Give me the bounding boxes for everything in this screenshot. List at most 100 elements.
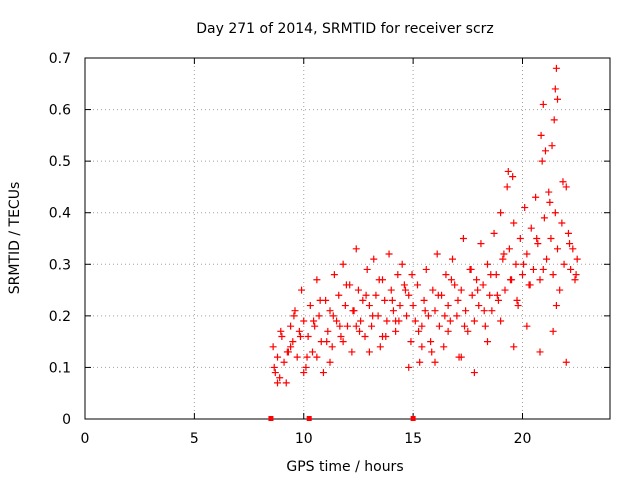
data-point (536, 276, 544, 284)
axis-marker (410, 416, 416, 421)
data-point (514, 302, 522, 310)
data-point (354, 286, 362, 294)
data-point (418, 322, 426, 330)
data-point (400, 281, 408, 289)
x-tick-labels: 0 5 10 15 20 (81, 431, 532, 447)
data-point (407, 338, 415, 346)
data-point (536, 348, 544, 356)
data-point (385, 250, 393, 258)
data-point (562, 183, 570, 191)
x-tick-label: 0 (81, 431, 90, 447)
data-point (537, 131, 545, 139)
data-point (306, 302, 314, 310)
data-point (527, 224, 535, 232)
data-point (468, 291, 476, 299)
data-point (435, 322, 443, 330)
data-point (316, 296, 324, 304)
data-point (493, 291, 501, 299)
data-point (363, 265, 371, 273)
data-point (512, 260, 520, 268)
data-point (411, 317, 419, 325)
data-point (328, 343, 336, 351)
data-point (477, 240, 485, 248)
data-point (509, 173, 517, 181)
data-point (427, 338, 435, 346)
data-point (394, 271, 402, 279)
data-point (475, 302, 483, 310)
data-point (521, 204, 529, 212)
data-point (546, 198, 554, 206)
y-tick-label: 0 (62, 412, 71, 428)
data-point (540, 214, 548, 222)
data-point (461, 322, 469, 330)
data-point (333, 317, 341, 325)
data-point (396, 302, 404, 310)
x-axis-markers (268, 416, 416, 421)
data-point (293, 353, 301, 361)
data-point (287, 343, 295, 351)
data-point (543, 255, 551, 263)
data-point (337, 332, 345, 340)
data-point (449, 255, 456, 263)
data-point (444, 302, 452, 310)
data-point (372, 291, 380, 299)
data-point (552, 302, 560, 310)
data-point (556, 286, 564, 294)
data-point (440, 343, 448, 351)
data-point (362, 291, 370, 299)
data-point (566, 240, 574, 248)
data-point (523, 322, 531, 330)
data-point (405, 291, 413, 299)
data-point (376, 343, 384, 351)
data-point (554, 95, 561, 103)
data-point (545, 188, 553, 196)
data-point (300, 369, 308, 377)
data-point (313, 353, 321, 361)
data-point (497, 209, 505, 217)
data-point (560, 260, 568, 268)
data-point (494, 296, 502, 304)
data-point (274, 353, 281, 361)
y-tick-label: 0.7 (49, 51, 71, 67)
y-tick-label: 0.2 (49, 309, 71, 325)
y-axis-label: SRMTID / TECUs (7, 182, 23, 295)
y-tick-labels: 0 0.1 0.2 0.3 0.4 0.5 0.6 0.7 (49, 51, 71, 428)
data-point (558, 219, 566, 227)
data-point (383, 317, 391, 325)
x-tick-label: 15 (404, 431, 422, 447)
data-point (323, 338, 331, 346)
data-point (501, 286, 509, 294)
data-point (348, 348, 356, 356)
data-point (415, 327, 423, 335)
data-point (551, 85, 559, 93)
data-point (523, 250, 531, 258)
data-point (538, 157, 546, 165)
data-point (416, 358, 424, 366)
data-point (480, 307, 488, 315)
data-point (352, 245, 360, 253)
data-point (550, 116, 558, 124)
data-point (365, 348, 373, 356)
data-point (499, 255, 507, 263)
data-point (547, 235, 555, 242)
data-point (520, 260, 528, 268)
data-point (341, 302, 349, 310)
data-point (473, 276, 481, 284)
data-point (398, 260, 406, 268)
data-point (368, 322, 376, 330)
data-point (329, 312, 337, 320)
data-point (424, 312, 432, 320)
data-point (289, 338, 297, 346)
data-point (504, 167, 512, 175)
data-point (311, 322, 319, 330)
y-tick-label: 0.4 (49, 206, 71, 222)
data-point (441, 312, 449, 320)
data-point (554, 245, 561, 253)
data-point (447, 276, 455, 284)
axis-marker (268, 416, 274, 421)
data-point (388, 296, 396, 304)
data-point (304, 332, 312, 340)
data-point (298, 286, 306, 294)
x-tick-label: 20 (514, 431, 532, 447)
